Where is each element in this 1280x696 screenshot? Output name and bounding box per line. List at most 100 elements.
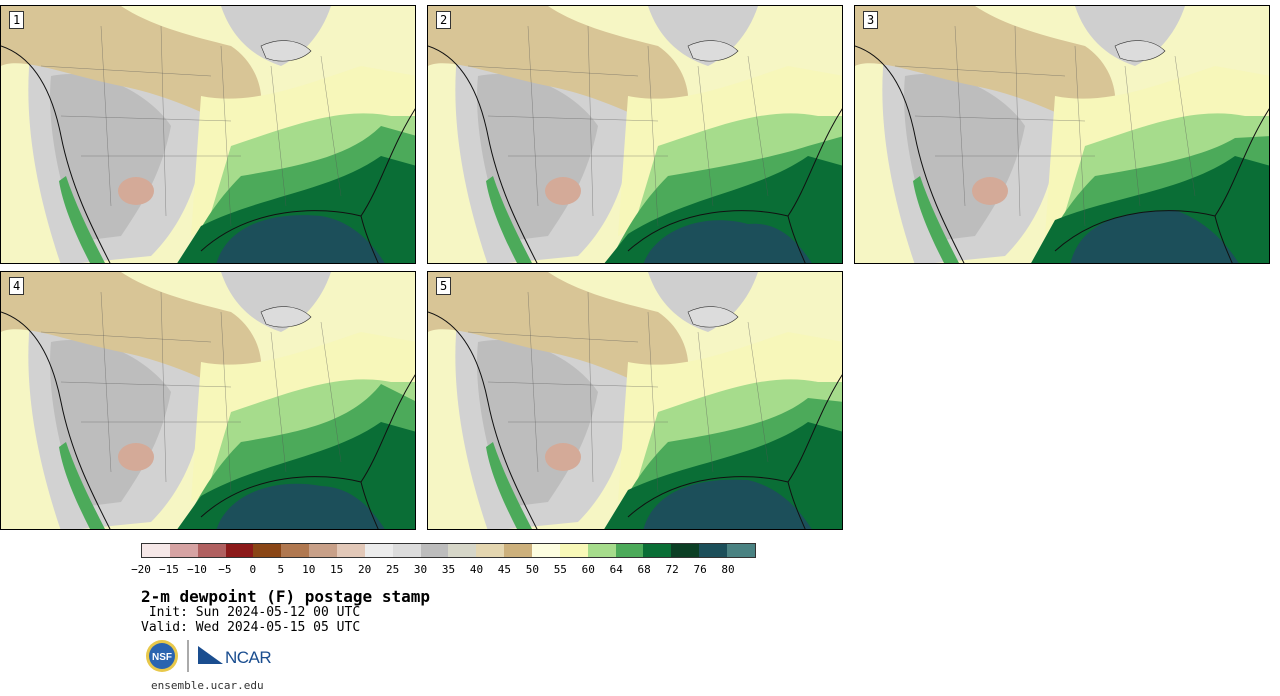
state-boundary	[40, 65, 212, 77]
colorbar-swatch	[643, 544, 672, 557]
florida-coastline	[1214, 215, 1233, 263]
colorbar-swatch	[169, 544, 198, 557]
state-boundary	[467, 331, 639, 343]
state-boundary	[1074, 45, 1086, 227]
colorbar-tick-label: −10	[186, 563, 207, 576]
north-region	[648, 272, 758, 332]
state-boundary	[697, 331, 714, 473]
colorbar-swatch	[392, 544, 421, 557]
map-panel-4: 4	[0, 271, 416, 530]
colorbar-swatch	[699, 544, 728, 557]
colorbar-swatch	[504, 544, 533, 557]
colorbar-tick-label: 76	[693, 563, 707, 576]
gulf-area	[216, 215, 385, 263]
baja-strip	[59, 442, 105, 529]
init-time: Init: Sun 2024-05-12 00 UTC	[141, 605, 361, 620]
great-lakes	[687, 40, 739, 62]
colorbar-tick-label: −20	[131, 563, 151, 576]
west-coastline	[1, 45, 111, 263]
gulf-coastline	[627, 374, 842, 518]
colorbar-tick-label: 30	[413, 563, 428, 576]
map-panel-1: 1	[0, 5, 416, 264]
panel-number: 1	[9, 11, 25, 29]
west-coastline	[428, 45, 538, 263]
valid-time: Valid: Wed 2024-05-15 05 UTC	[141, 620, 361, 635]
west-coastline	[1, 311, 111, 529]
state-boundary	[60, 115, 232, 122]
colorbar-swatch	[281, 544, 310, 557]
state-boundary	[467, 65, 639, 77]
desert-spot	[972, 177, 1008, 205]
map-panel-5: 5	[427, 271, 843, 530]
state-boundary	[220, 45, 232, 227]
colorbar-swatch	[142, 544, 170, 557]
colorbar-swatch	[420, 544, 449, 557]
colorbar-swatch	[559, 544, 588, 557]
colorbar-swatch	[532, 544, 560, 557]
baja-strip	[913, 176, 959, 263]
state-boundary	[270, 65, 287, 207]
baja-strip	[486, 442, 532, 529]
baja-strip	[59, 176, 105, 263]
colorbar-tick-label: 35	[441, 563, 456, 576]
colorbar-ticks: −20 −15 −10 −5 0 5 10 15 20 25 30 35 40 45 50 55 60 64 68 7…	[0, 564, 1280, 578]
florida-coastline	[787, 481, 806, 529]
florida-coastline	[787, 215, 806, 263]
plains-region	[1, 6, 262, 136]
colorbar-swatch	[309, 544, 338, 557]
dewpoint-map-5	[428, 272, 842, 529]
colorbar-tick-label: 80	[721, 563, 735, 576]
gulf-area	[216, 483, 385, 529]
colorbar-tick-label: 5	[277, 563, 285, 576]
west-coastline	[855, 45, 965, 263]
state-boundary	[320, 55, 342, 197]
colorbar-tick-label: 15	[330, 563, 344, 576]
colorbar-tick-label: 45	[497, 563, 512, 576]
colorbar	[141, 543, 756, 558]
baja-strip	[486, 176, 532, 263]
colorbar-tick-label: 0	[249, 563, 257, 576]
desert-spot	[118, 443, 154, 471]
colorbar-tick-label: −15	[159, 563, 179, 576]
colorbar-swatch	[448, 544, 477, 557]
state-boundary	[954, 25, 966, 207]
plains-region	[428, 6, 689, 136]
dewpoint-map-2	[428, 6, 842, 263]
desert-spot	[545, 177, 581, 205]
colorbar-tick-label: 60	[581, 563, 595, 576]
state-boundary	[100, 291, 112, 473]
dewpoint-map-3	[855, 6, 1269, 263]
plains-region	[855, 6, 1116, 136]
desert-spot	[118, 177, 154, 205]
colorbar-tick-label: 72	[665, 563, 679, 576]
panel-number: 3	[863, 11, 879, 29]
plains-region	[428, 272, 689, 402]
state-boundary	[647, 45, 659, 227]
florida-coastline	[360, 481, 379, 529]
colorbar-tick-label: 10	[302, 563, 316, 576]
colorbar-tick-label: −5	[218, 563, 232, 576]
florida-coastline	[360, 215, 379, 263]
state-boundary	[487, 115, 659, 122]
plains-region	[1, 272, 262, 402]
colorbar-swatch	[225, 544, 254, 557]
colorbar-tick-label: 64	[609, 563, 623, 576]
gulf-coastline	[200, 108, 415, 252]
colorbar-tick-label: 50	[525, 563, 539, 576]
state-boundary	[1124, 65, 1141, 207]
gulf-coastline	[627, 108, 842, 252]
colorbar-tick-label: 25	[385, 563, 400, 576]
colorbar-swatch	[587, 544, 616, 557]
colorbar-swatch	[197, 544, 226, 557]
page-title: 2-m dewpoint (F) postage stamp	[141, 587, 430, 606]
gulf-coastline	[200, 374, 415, 518]
panel-number: 5	[436, 277, 452, 295]
state-boundary	[527, 25, 539, 207]
map-panel-3: 3	[854, 5, 1270, 264]
state-boundary	[160, 25, 167, 217]
great-lakes	[260, 40, 312, 62]
colorbar-swatch	[253, 544, 282, 557]
state-boundary	[747, 321, 769, 463]
state-boundary	[647, 311, 659, 493]
ncar-logo-text: NCAR	[225, 648, 272, 667]
